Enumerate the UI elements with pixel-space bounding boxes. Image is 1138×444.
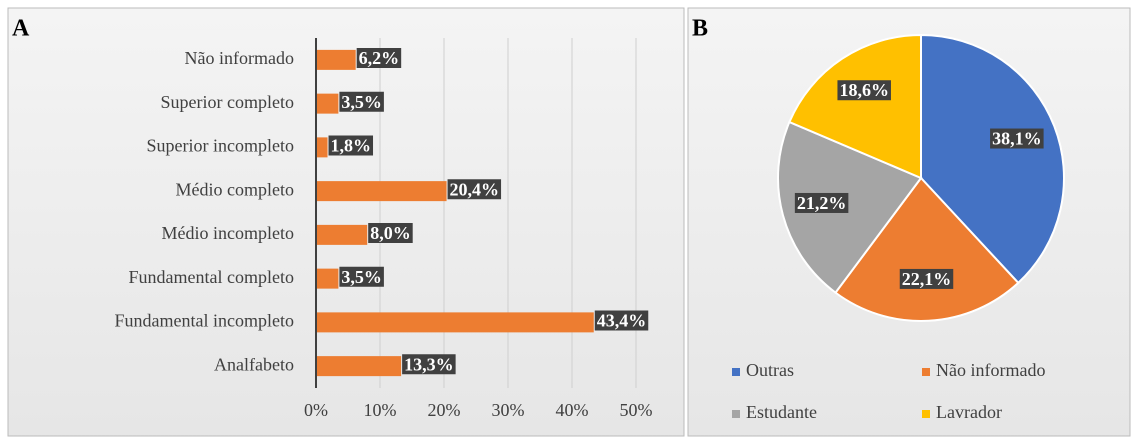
y-tick-label: Superior completo (161, 92, 294, 112)
data-label: 3,5% (341, 267, 382, 287)
data-label: 18,6% (839, 80, 889, 100)
x-tick-label: 20% (428, 400, 461, 420)
pie-slice (788, 33, 922, 180)
label-bg (990, 128, 1044, 149)
label-bg (339, 266, 384, 287)
y-tick-label: Médio completo (176, 179, 294, 199)
y-tick-label: Não informado (185, 48, 294, 68)
data-label: 13,3% (404, 354, 454, 374)
bar (316, 312, 594, 333)
bar (316, 268, 339, 289)
legend-swatch (922, 410, 930, 418)
legend-swatch (922, 368, 930, 376)
panel-label: B (692, 16, 708, 42)
bar (316, 224, 368, 245)
legend-label: Outras (746, 360, 794, 380)
data-label: 3,5% (341, 92, 382, 112)
panel-label: A (12, 16, 30, 42)
data-label: 43,4% (597, 311, 647, 331)
y-tick-label: Superior incompleto (147, 136, 294, 156)
pie-slice (834, 176, 1020, 322)
data-label: 1,8% (331, 136, 372, 156)
label-bg (356, 48, 402, 68)
x-tick-label: 30% (492, 400, 525, 420)
data-label: 22,1% (902, 269, 952, 289)
y-tick-label: Fundamental incompleto (115, 311, 294, 331)
legend-swatch (732, 368, 740, 376)
x-tick-label: 10% (364, 400, 397, 420)
label-bg (339, 91, 384, 112)
legend-swatch (732, 410, 740, 418)
legend-label: Lavrador (936, 402, 1002, 422)
legend-label: Estudante (746, 402, 817, 422)
legend-label: Não informado (936, 360, 1045, 380)
y-tick-label: Médio incompleto (162, 223, 294, 243)
y-tick-label: Analfabeto (214, 354, 294, 374)
bar (316, 181, 447, 202)
bar (316, 356, 402, 377)
bar (316, 49, 356, 70)
x-tick-label: 50% (620, 400, 653, 420)
label-bg (794, 192, 849, 213)
data-label: 6,2% (359, 48, 400, 68)
data-label: 38,1% (992, 129, 1042, 149)
x-tick-label: 40% (556, 400, 589, 420)
bar (316, 137, 328, 158)
y-tick-label: Fundamental completo (129, 267, 294, 287)
data-label: 20,4% (450, 179, 500, 199)
label-bg (837, 80, 891, 101)
x-tick-label: 0% (304, 400, 328, 420)
bar (316, 93, 339, 114)
data-label: 8,0% (370, 223, 411, 243)
label-bg (328, 135, 374, 156)
label-bg (368, 223, 413, 243)
pie-slice (777, 120, 923, 295)
label-bg (899, 268, 954, 289)
label-bg (447, 179, 502, 200)
label-bg (594, 310, 649, 331)
data-label: 21,2% (797, 193, 847, 213)
label-bg (402, 354, 456, 375)
pie-slice (920, 33, 1065, 285)
